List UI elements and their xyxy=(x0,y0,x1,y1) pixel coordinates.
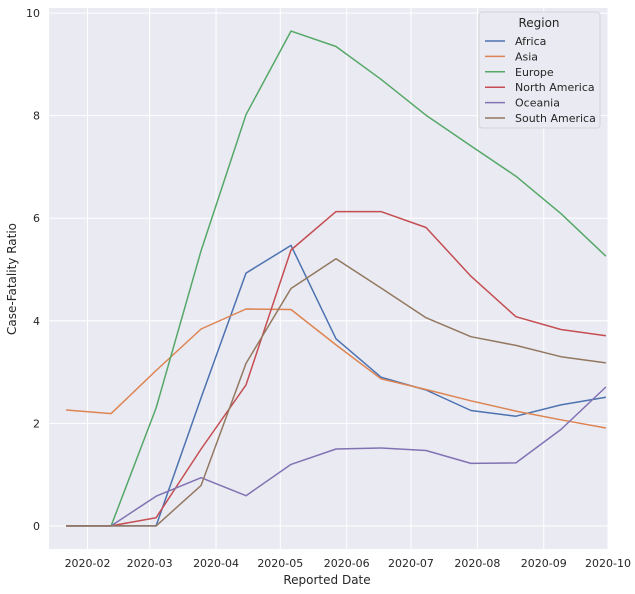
y-tick-label: 0 xyxy=(33,520,40,533)
legend-label: South America xyxy=(515,112,596,125)
y-tick-label: 4 xyxy=(33,315,40,328)
y-tick-label: 8 xyxy=(33,110,40,123)
x-tick-label: 2020-10 xyxy=(585,557,631,570)
series-line-oceania xyxy=(66,386,607,527)
x-tick-label: 2020-03 xyxy=(127,557,173,570)
y-axis-label: Case-Fatality Ratio xyxy=(5,223,19,335)
series-line-south-america xyxy=(66,258,607,527)
x-tick-label: 2020-02 xyxy=(65,557,111,570)
series-line-asia xyxy=(66,308,607,429)
legend-label: North America xyxy=(515,81,595,94)
y-tick-label: 6 xyxy=(33,212,40,225)
y-tick-label: 10 xyxy=(26,7,40,20)
legend-label: Africa xyxy=(515,35,546,48)
x-tick-label: 2020-04 xyxy=(193,557,239,570)
x-tick-label: 2020-08 xyxy=(454,557,500,570)
legend-title: Region xyxy=(518,16,559,30)
series-lines xyxy=(66,30,607,527)
x-tick-label: 2020-09 xyxy=(521,557,567,570)
legend-items: Africa Asia Europe North America Oceania Sout… xyxy=(485,35,596,125)
x-axis-label: Reported Date xyxy=(283,573,370,587)
tick-labels: 2020-02 2020-03 2020-04 2020-05 2020-06 2020-… xyxy=(26,7,631,570)
x-tick-label: 2020-05 xyxy=(257,557,303,570)
y-tick-label: 2 xyxy=(33,417,40,430)
series-line-europe xyxy=(66,30,607,527)
legend-label: Oceania xyxy=(515,97,560,110)
series-line-north-america xyxy=(66,210,607,527)
legend-label: Asia xyxy=(515,50,538,63)
legend-box xyxy=(478,11,601,129)
x-tick-label: 2020-07 xyxy=(388,557,434,570)
legend: Region Africa Asia Europe North America Ocea… xyxy=(478,11,601,129)
x-tick-label: 2020-06 xyxy=(324,557,370,570)
legend-label: Europe xyxy=(515,66,554,79)
